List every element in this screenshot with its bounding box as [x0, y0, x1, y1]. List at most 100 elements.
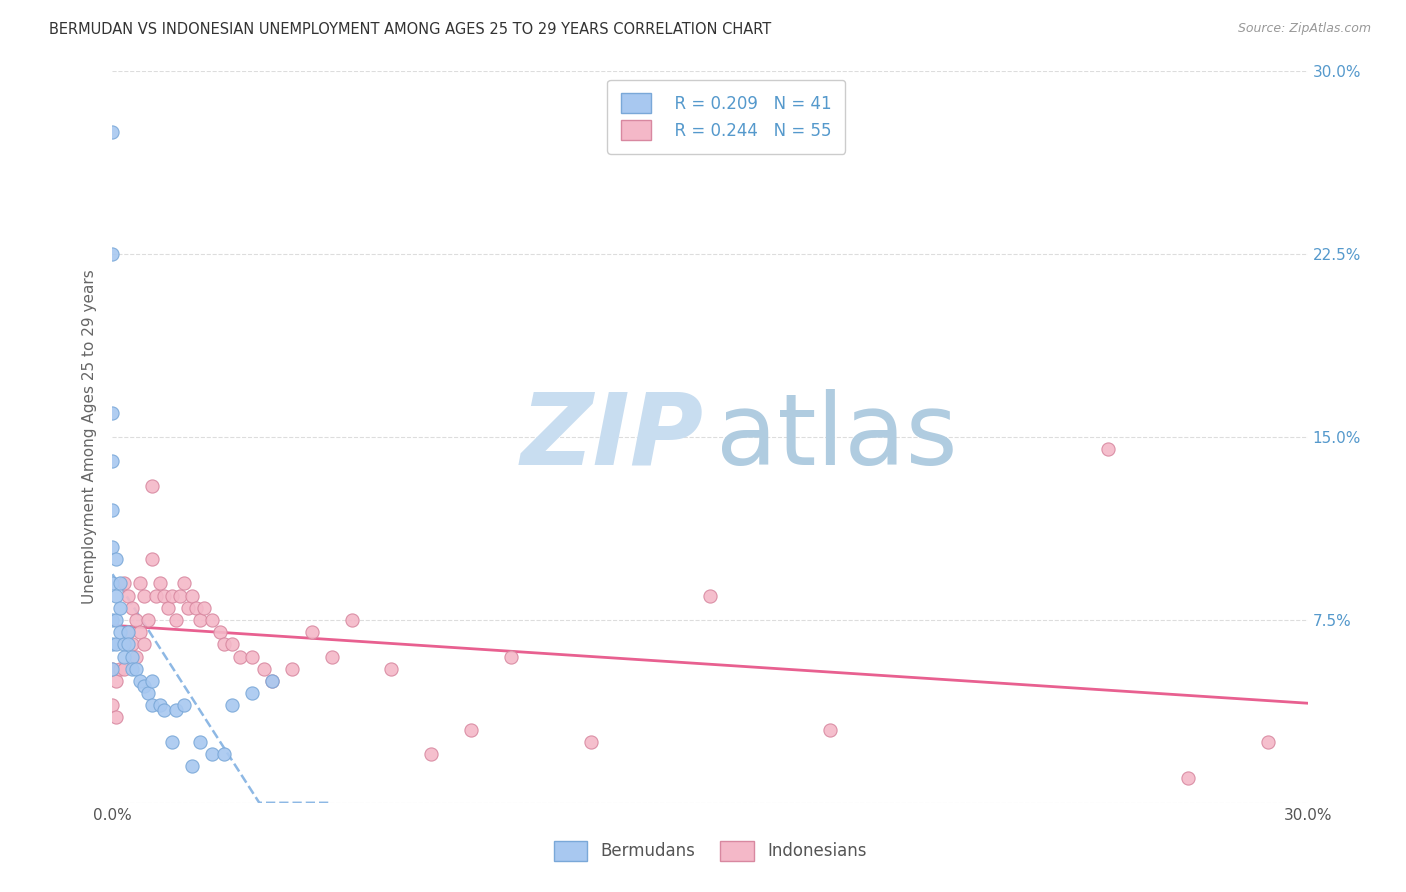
- Point: [101, 576, 124, 591]
- Legend: Bermudans, Indonesians: Bermudans, Indonesians: [547, 834, 873, 868]
- Point: [105, 613, 128, 627]
- Point: [114, 637, 135, 651]
- Point: [101, 662, 124, 676]
- Text: ZIP: ZIP: [522, 389, 704, 485]
- Point: [420, 747, 443, 761]
- Point: [149, 576, 172, 591]
- Point: [129, 673, 152, 688]
- Point: [818, 723, 841, 737]
- Point: [1097, 442, 1119, 457]
- Point: [321, 649, 343, 664]
- Point: [121, 649, 143, 664]
- Point: [169, 589, 191, 603]
- Point: [141, 673, 163, 688]
- Point: [229, 649, 252, 664]
- Point: [301, 625, 323, 640]
- Point: [281, 662, 304, 676]
- Point: [181, 759, 204, 773]
- Point: [145, 589, 167, 603]
- Point: [101, 698, 124, 713]
- Point: [162, 589, 183, 603]
- Point: [193, 600, 215, 615]
- Point: [380, 662, 402, 676]
- Point: [141, 479, 163, 493]
- Point: [105, 673, 128, 688]
- Point: [165, 613, 187, 627]
- Point: [209, 625, 232, 640]
- Point: [188, 613, 211, 627]
- Point: [121, 662, 143, 676]
- Point: [162, 735, 183, 749]
- Point: [101, 503, 124, 517]
- Point: [699, 589, 721, 603]
- Point: [260, 673, 283, 688]
- Point: [105, 710, 128, 724]
- Point: [141, 552, 163, 566]
- Point: [1257, 735, 1279, 749]
- Point: [260, 673, 283, 688]
- Point: [221, 698, 243, 713]
- Point: [177, 600, 200, 615]
- Point: [114, 649, 135, 664]
- Point: [105, 637, 128, 651]
- Point: [101, 613, 124, 627]
- Point: [114, 576, 135, 591]
- Point: [138, 613, 160, 627]
- Point: [134, 679, 156, 693]
- Point: [579, 735, 602, 749]
- Point: [110, 600, 132, 615]
- Text: atlas: atlas: [716, 389, 957, 485]
- Point: [117, 625, 139, 640]
- Point: [221, 637, 243, 651]
- Point: [460, 723, 482, 737]
- Point: [121, 600, 143, 615]
- Point: [157, 600, 180, 615]
- Point: [181, 589, 204, 603]
- Point: [253, 662, 276, 676]
- Point: [149, 698, 172, 713]
- Point: [129, 576, 152, 591]
- Point: [499, 649, 522, 664]
- Point: [114, 662, 135, 676]
- Point: [117, 625, 139, 640]
- Point: [121, 637, 143, 651]
- Point: [173, 698, 195, 713]
- Point: [340, 613, 363, 627]
- Text: BERMUDAN VS INDONESIAN UNEMPLOYMENT AMONG AGES 25 TO 29 YEARS CORRELATION CHART: BERMUDAN VS INDONESIAN UNEMPLOYMENT AMON…: [49, 22, 772, 37]
- Point: [153, 703, 176, 717]
- Point: [201, 613, 224, 627]
- Y-axis label: Unemployment Among Ages 25 to 29 years: Unemployment Among Ages 25 to 29 years: [82, 269, 97, 605]
- Point: [240, 686, 263, 700]
- Point: [153, 589, 176, 603]
- Point: [101, 406, 124, 420]
- Point: [1177, 772, 1199, 786]
- Point: [101, 637, 124, 651]
- Point: [141, 698, 163, 713]
- Point: [240, 649, 263, 664]
- Point: [173, 576, 195, 591]
- Point: [129, 625, 152, 640]
- Point: [125, 649, 148, 664]
- Point: [134, 637, 156, 651]
- Point: [101, 247, 124, 261]
- Point: [188, 735, 211, 749]
- Point: [101, 125, 124, 139]
- Point: [134, 589, 156, 603]
- Point: [117, 589, 139, 603]
- Point: [125, 613, 148, 627]
- Point: [165, 703, 187, 717]
- Text: Source: ZipAtlas.com: Source: ZipAtlas.com: [1237, 22, 1371, 36]
- Point: [101, 454, 124, 468]
- Point: [110, 576, 132, 591]
- Point: [110, 662, 132, 676]
- Point: [105, 552, 128, 566]
- Point: [101, 662, 124, 676]
- Point: [201, 747, 224, 761]
- Point: [212, 747, 235, 761]
- Point: [110, 625, 132, 640]
- Point: [101, 540, 124, 554]
- Point: [212, 637, 235, 651]
- Point: [138, 686, 160, 700]
- Point: [117, 637, 139, 651]
- Point: [186, 600, 208, 615]
